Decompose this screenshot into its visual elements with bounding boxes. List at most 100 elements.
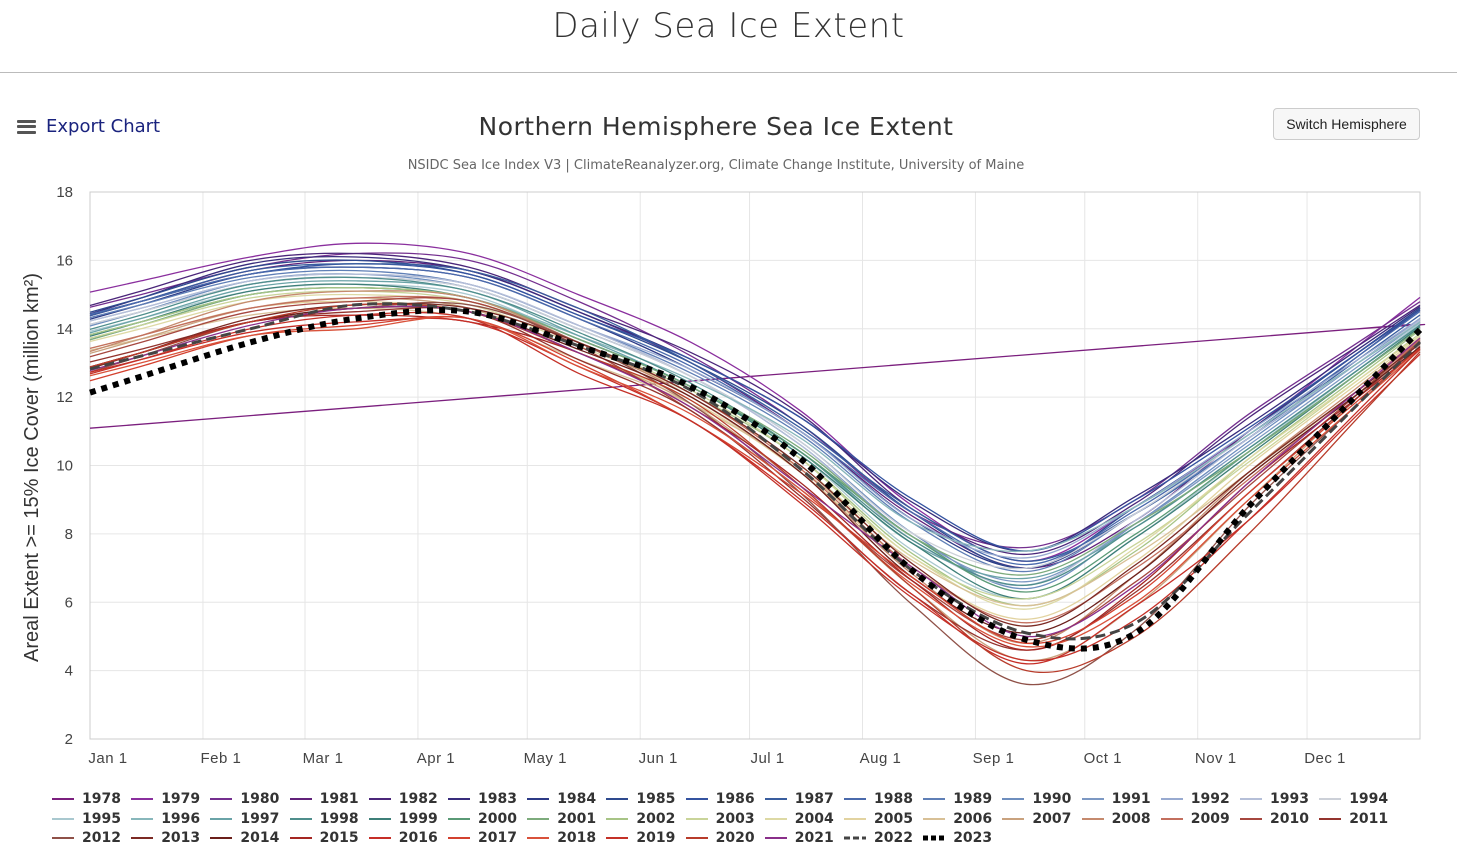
legend-swatch [1002, 817, 1025, 820]
legend-item-2001[interactable]: 2001 [525, 810, 596, 828]
series-line-2003[interactable] [89, 290, 1421, 600]
legend-item-1998[interactable]: 1998 [288, 810, 359, 828]
legend-swatch [764, 798, 787, 800]
legend-label: 1995 [82, 810, 121, 827]
legend-label: 1996 [161, 810, 201, 827]
legend-item-2021[interactable]: 2021 [763, 829, 834, 847]
legend-item-2007[interactable]: 2007 [1000, 810, 1071, 828]
legend-item-1986[interactable]: 1986 [684, 790, 755, 808]
y-tick-label: 8 [65, 526, 73, 543]
legend-label: 1998 [319, 810, 359, 827]
y-tick-label: 14 [56, 321, 73, 338]
legend-swatch [131, 817, 154, 820]
legend-item-1978[interactable]: 1978 [50, 790, 121, 808]
legend-swatch [606, 817, 629, 820]
series-line-1984[interactable] [89, 266, 1421, 569]
legend-item-1987[interactable]: 1987 [763, 790, 834, 808]
export-chart-button[interactable]: Export Chart [17, 116, 160, 137]
legend-item-2018[interactable]: 2018 [525, 829, 596, 847]
legend-label: 1982 [398, 791, 438, 807]
legend-item-1991[interactable]: 1991 [1080, 790, 1151, 808]
legend-item-1982[interactable]: 1982 [367, 790, 438, 808]
x-tick-label: Jan 1 [88, 750, 127, 767]
legend-item-1990[interactable]: 1990 [1000, 790, 1071, 808]
legend-label: 2021 [794, 830, 834, 846]
y-tick-label: 10 [56, 458, 73, 475]
legend-label: 1987 [794, 791, 834, 807]
series-line-1991[interactable] [89, 276, 1421, 583]
y-tick-label: 6 [65, 594, 73, 611]
legend-item-1992[interactable]: 1992 [1159, 790, 1230, 808]
series-line-2023[interactable] [89, 307, 1423, 652]
series-line-2009[interactable] [89, 295, 1421, 624]
series-line-2019[interactable] [89, 311, 1421, 662]
legend-label: 2014 [240, 830, 280, 846]
legend-swatch [1319, 817, 1342, 820]
switch-hemisphere-button[interactable]: Switch Hemisphere [1273, 108, 1420, 140]
legend-item-2008[interactable]: 2008 [1080, 810, 1151, 828]
legend-item-1993[interactable]: 1993 [1238, 790, 1309, 808]
legend-item-2023[interactable]: 2023 [921, 829, 992, 847]
x-tick-label: Nov 1 [1195, 750, 1237, 767]
series-line-2022[interactable] [89, 302, 1422, 641]
series-line-2020[interactable] [89, 303, 1421, 674]
legend-item-2020[interactable]: 2020 [684, 829, 755, 847]
legend-item-2004[interactable]: 2004 [763, 810, 834, 828]
legend-label: 1981 [319, 791, 359, 807]
legend-item-2015[interactable]: 2015 [288, 829, 359, 847]
series-line-2007[interactable] [89, 297, 1421, 662]
legend-item-1989[interactable]: 1989 [921, 790, 992, 808]
series-line-2017[interactable] [89, 315, 1421, 645]
legend-item-1995[interactable]: 1995 [50, 810, 121, 828]
legend-item-1979[interactable]: 1979 [129, 790, 200, 808]
series-line-1982[interactable] [89, 252, 1421, 556]
legend-swatch [131, 837, 154, 839]
legend-item-2017[interactable]: 2017 [446, 829, 517, 847]
legend-item-1997[interactable]: 1997 [208, 810, 279, 828]
series-line-2002[interactable] [89, 286, 1421, 607]
legend-item-2022[interactable]: 2022 [842, 829, 913, 847]
legend-item-2010[interactable]: 2010 [1238, 810, 1309, 828]
series-line-1998[interactable] [89, 276, 1421, 586]
legend-swatch [923, 798, 946, 800]
legend-item-2006[interactable]: 2006 [921, 810, 992, 828]
legend-swatch [527, 837, 550, 839]
legend-label: 1999 [398, 810, 438, 827]
y-tick-label: 18 [56, 184, 73, 201]
legend-item-1980[interactable]: 1980 [208, 790, 279, 808]
legend-item-1985[interactable]: 1985 [604, 790, 675, 808]
legend-swatch [289, 817, 312, 820]
legend-item-2014[interactable]: 2014 [208, 829, 279, 847]
series-line-2016[interactable] [89, 317, 1421, 665]
series-line-1980[interactable] [89, 252, 1421, 549]
legend-item-2016[interactable]: 2016 [367, 829, 438, 847]
legend-item-2000[interactable]: 2000 [446, 810, 517, 828]
series-line-2011[interactable] [89, 307, 1421, 651]
legend-item-1994[interactable]: 1994 [1317, 790, 1388, 808]
series-line-1986[interactable] [89, 263, 1421, 552]
legend-item-1983[interactable]: 1983 [446, 790, 517, 808]
legend-item-2019[interactable]: 2019 [604, 829, 675, 847]
series-line-1993[interactable] [89, 273, 1421, 587]
legend-item-1996[interactable]: 1996 [129, 810, 200, 828]
legend-label: 2009 [1190, 810, 1230, 827]
legend-item-2012[interactable]: 2012 [50, 829, 121, 847]
legend-item-2005[interactable]: 2005 [842, 810, 913, 828]
legend-item-2013[interactable]: 2013 [129, 829, 200, 847]
legend-swatch [368, 817, 391, 820]
series-line-2013[interactable] [89, 302, 1421, 627]
legend-item-2011[interactable]: 2011 [1317, 810, 1388, 828]
series-line-1989[interactable] [89, 269, 1421, 573]
menu-icon [17, 119, 36, 134]
legend-item-2003[interactable]: 2003 [684, 810, 755, 828]
legend-item-2009[interactable]: 2009 [1159, 810, 1230, 828]
legend-item-1984[interactable]: 1984 [525, 790, 596, 808]
y-tick-label: 12 [56, 389, 73, 406]
series-line-2005[interactable] [89, 300, 1421, 620]
x-tick-label: Mar 1 [303, 750, 344, 767]
legend-item-1981[interactable]: 1981 [288, 790, 359, 808]
legend-item-1999[interactable]: 1999 [367, 810, 438, 828]
legend-item-2002[interactable]: 2002 [604, 810, 675, 828]
legend-item-1988[interactable]: 1988 [842, 790, 913, 808]
series-line-2014[interactable] [89, 306, 1421, 634]
